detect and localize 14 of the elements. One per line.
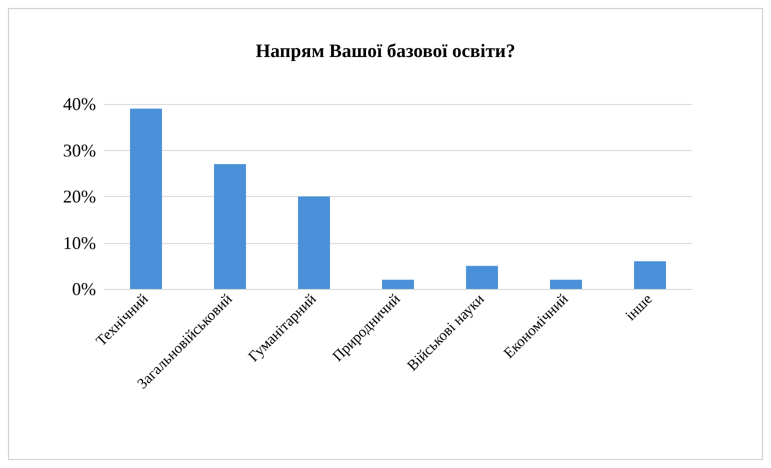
y-tick-label: 0% [72, 279, 96, 299]
y-tick-label: 10% [63, 232, 96, 253]
bar [214, 164, 246, 289]
y-tick-label: 30% [63, 140, 96, 160]
bar [634, 261, 666, 289]
bar [550, 280, 582, 289]
chart-title: Напрям Вашої базової освіти? [256, 41, 516, 62]
bar [130, 108, 162, 289]
bar [298, 196, 330, 289]
bar [382, 280, 414, 289]
bar [466, 266, 498, 289]
y-tick-label: 40% [63, 94, 96, 114]
x-tick-label: інше [622, 291, 656, 324]
y-tick-label: 20% [63, 186, 96, 206]
